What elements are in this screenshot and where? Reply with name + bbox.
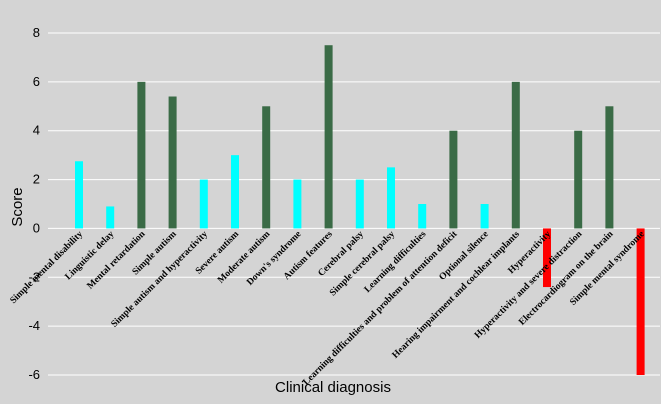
bar-7 (293, 179, 302, 229)
bar-17 (605, 106, 614, 229)
bar-13 (480, 204, 489, 229)
y-tick-label: 0 (33, 220, 40, 235)
y-axis-title: Score (9, 187, 26, 226)
bars (75, 45, 645, 375)
bar-12 (449, 130, 458, 229)
bar-16 (574, 130, 583, 229)
y-tick-label: -2 (28, 269, 40, 284)
y-tick-label: -6 (28, 367, 40, 382)
x-axis-title: Clinical diagnosis (275, 379, 391, 396)
y-tick-label: 8 (33, 25, 40, 40)
bar-3 (168, 96, 177, 229)
bar-18 (636, 228, 645, 375)
bar-15 (543, 228, 551, 288)
y-tick-label: 4 (33, 123, 40, 138)
y-tick-label: 2 (33, 172, 40, 187)
bar-11 (418, 204, 427, 229)
bar-4 (199, 179, 208, 229)
bar-10 (387, 167, 395, 229)
bar-0 (75, 161, 83, 229)
y-tick-labels: -6 -4 -2 0 2 4 6 8 (28, 25, 40, 382)
grid-lines (48, 32, 660, 376)
bar-8 (324, 45, 333, 229)
x-tick-label: Mental retardation (86, 229, 148, 291)
x-tick-label: Down's syndrome (245, 229, 303, 287)
y-tick-label: 6 (33, 74, 40, 89)
bar-14 (511, 81, 520, 229)
bar-2 (137, 81, 146, 229)
bar-5 (231, 155, 239, 229)
y-tick-label: -4 (28, 318, 40, 333)
bar-9 (355, 179, 364, 229)
bar-1 (106, 206, 115, 229)
bar-6 (262, 106, 271, 229)
